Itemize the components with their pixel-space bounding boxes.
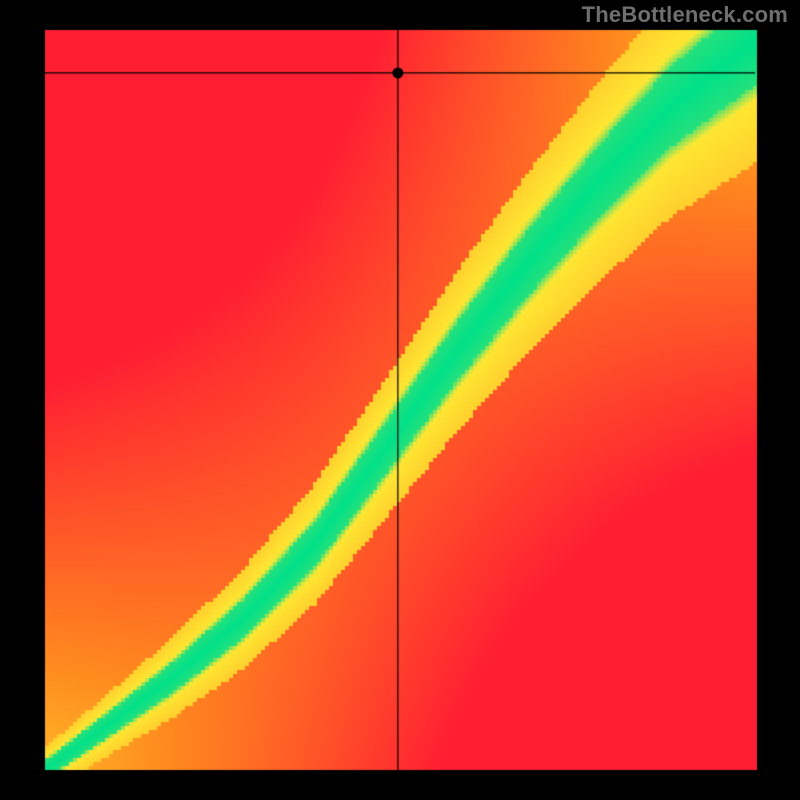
watermark-text: TheBottleneck.com (582, 2, 788, 28)
heatmap-canvas (0, 0, 800, 800)
chart-container: TheBottleneck.com (0, 0, 800, 800)
